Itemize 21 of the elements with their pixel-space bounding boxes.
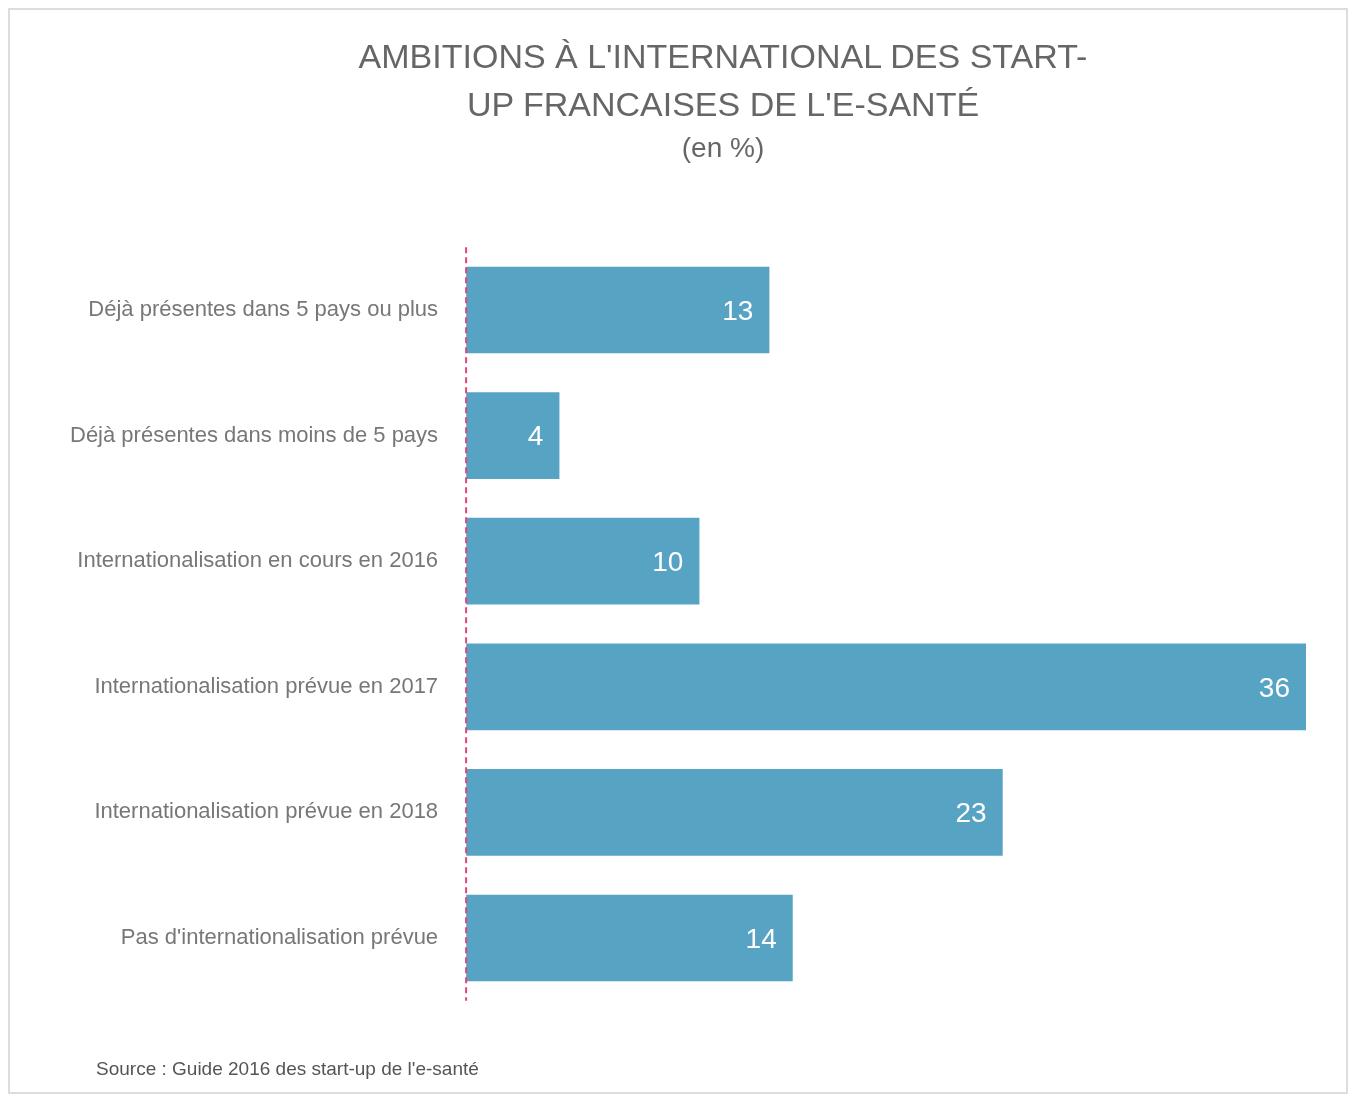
- data-label: 10: [652, 545, 684, 577]
- source-note: Source : Guide 2016 des start-up de l'e-santé: [96, 1058, 480, 1080]
- bar: [466, 643, 1306, 731]
- chart-title: AMBITIONS À L'INTERNATIONAL DES START-UP FRANCAISES DE L'E-SANTÉ: [357, 36, 1089, 125]
- bar: [466, 517, 700, 605]
- data-label: 13: [722, 294, 754, 326]
- y-tick-label: Internationalisation en cours en 2016: [77, 547, 439, 573]
- y-tick-label: Pas d'internationalisation prévue: [120, 924, 439, 950]
- bar: [466, 266, 770, 354]
- y-tick-label: Internationalisation prévue en 2018: [94, 798, 439, 824]
- y-tick-label: Internationalisation prévue en 2017: [94, 672, 439, 698]
- data-label: 14: [745, 922, 777, 954]
- bar: [466, 894, 793, 982]
- data-label: 23: [955, 797, 987, 829]
- y-tick-label: Déjà présentes dans moins de 5 pays: [69, 421, 439, 447]
- bar: [466, 769, 1003, 856]
- y-tick-label: Déjà présentes dans 5 pays ou plus: [88, 296, 439, 322]
- chart-subtitle: (en %): [680, 132, 766, 164]
- data-label: 36: [1258, 671, 1290, 703]
- data-label: 4: [527, 420, 544, 452]
- bar: [466, 392, 560, 479]
